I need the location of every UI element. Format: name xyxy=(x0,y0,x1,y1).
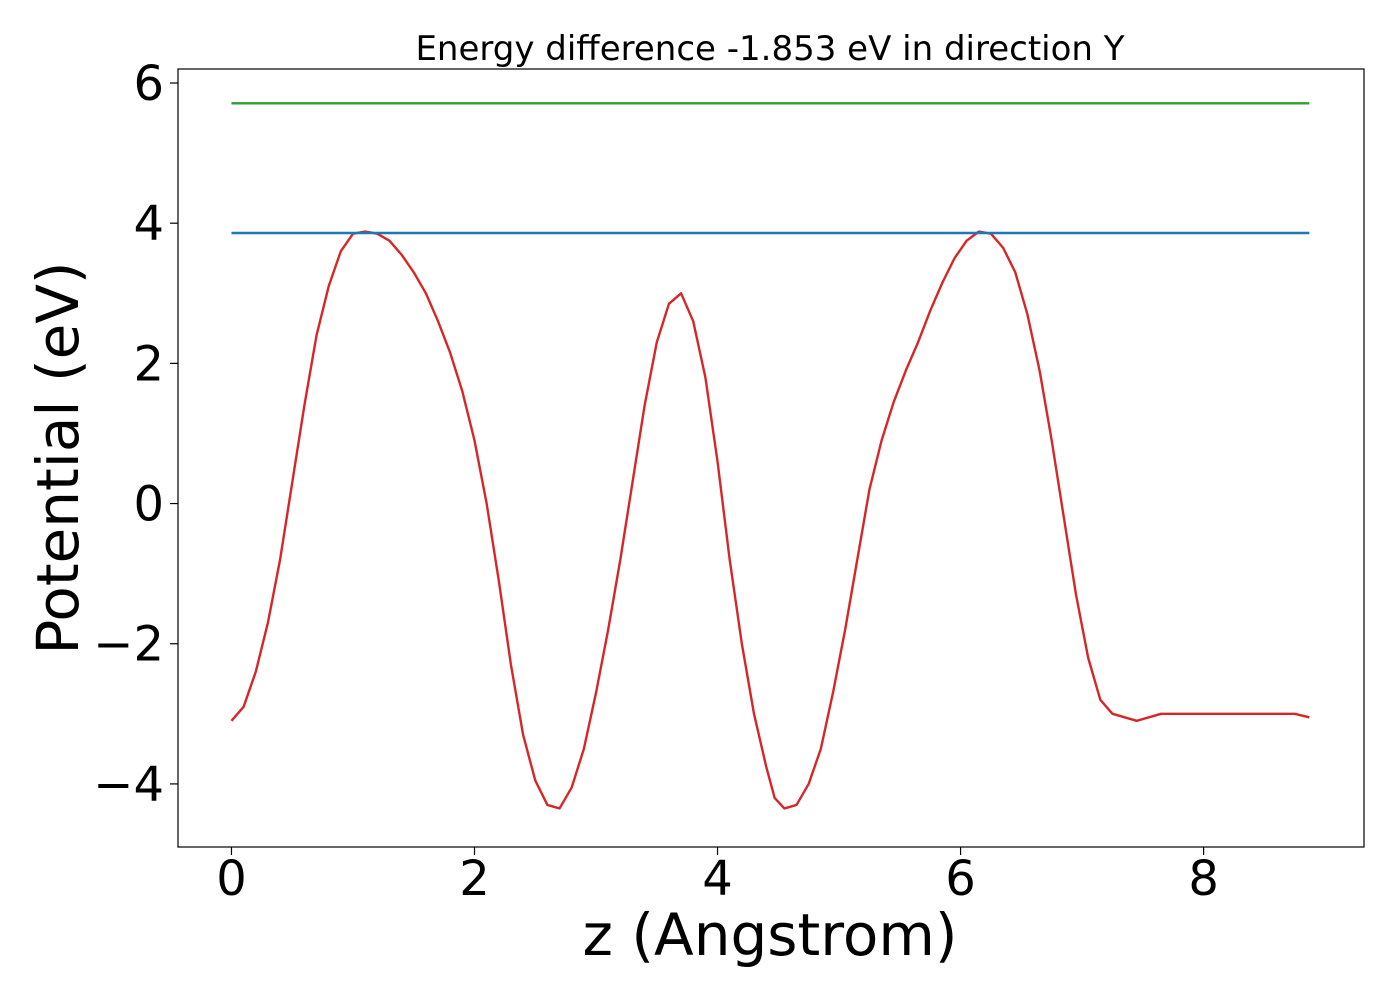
plot-area xyxy=(177,68,1365,848)
series-line-0 xyxy=(230,230,1310,810)
x-axis-label: z (Angstrom) xyxy=(583,901,958,969)
y-axis-ticks: −4 −2 0 2 4 6 xyxy=(93,56,178,813)
x-tick-label: 6 xyxy=(945,851,976,907)
x-axis-ticks: 0 2 4 6 8 xyxy=(216,847,1219,907)
y-tick-label: −4 xyxy=(93,757,164,813)
y-axis-label: Potential (eV) xyxy=(24,261,92,654)
y-tick-label: 0 xyxy=(133,477,164,533)
chart-title: Energy difference -1.853 eV in direction… xyxy=(415,29,1124,69)
x-tick-label: 4 xyxy=(702,851,733,907)
plot-frame xyxy=(177,68,1365,848)
x-tick-label: 8 xyxy=(1188,851,1219,907)
y-tick-label: 2 xyxy=(133,336,164,392)
x-tick-label: 0 xyxy=(216,851,247,907)
y-tick-label: 6 xyxy=(133,56,164,112)
x-tick-label: 2 xyxy=(459,851,490,907)
y-tick-label: −2 xyxy=(93,617,164,673)
y-tick-label: 4 xyxy=(133,196,164,252)
